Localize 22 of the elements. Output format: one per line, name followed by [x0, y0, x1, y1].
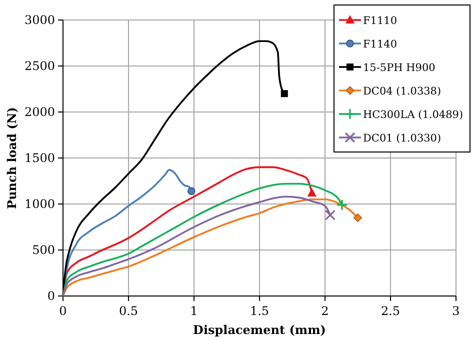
x-axis-title: Displacement (mm) [193, 323, 326, 337]
legend-label: DC04 (1.0338) [363, 86, 442, 98]
y-tick-label: 1000 [24, 197, 55, 211]
legend-label: DC01 (1.0330) [363, 132, 442, 144]
legend-label: HC300LA (1.0489) [363, 109, 464, 121]
y-tick-label: 3000 [24, 13, 55, 27]
x-tick-label: 0.5 [118, 304, 138, 318]
x-tick-label: 0 [59, 304, 67, 318]
y-tick-label: 1500 [24, 151, 55, 165]
x-tick-label: 2.5 [380, 304, 400, 318]
x-tick-label: 1 [190, 304, 198, 318]
legend-label: 15-5PH H900 [363, 62, 436, 74]
y-tick-label: 2500 [24, 59, 55, 73]
y-tick-label: 2000 [24, 105, 55, 119]
y-axis-title: Punch load (N) [5, 107, 19, 209]
y-tick-label: 500 [32, 243, 55, 257]
legend-label: F1110 [363, 15, 398, 27]
x-tick-label: 1.5 [250, 304, 270, 318]
x-tick-label: 3 [452, 304, 460, 318]
x-tick-label: 2 [321, 304, 329, 318]
y-tick-label: 0 [47, 289, 55, 303]
legend-label: F1140 [363, 38, 398, 50]
